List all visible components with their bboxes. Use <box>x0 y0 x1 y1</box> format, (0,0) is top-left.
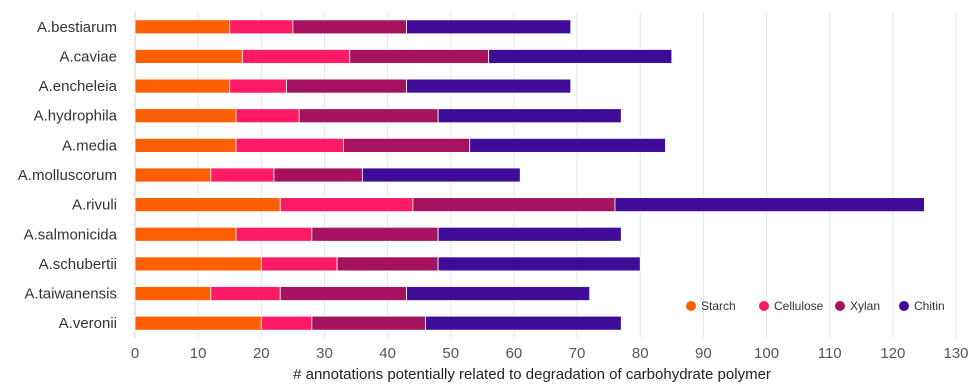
legend-item-cellulose[interactable]: Cellulose <box>759 299 824 313</box>
category-label: A.schubertii <box>39 256 117 273</box>
legend-item-chitin[interactable]: Chitin <box>899 299 945 313</box>
bar-segment-starch[interactable] <box>134 167 212 183</box>
bar-segment-cellulose[interactable] <box>260 315 313 331</box>
category-label: A.hydrophila <box>34 108 118 125</box>
bar-segment-starch[interactable] <box>134 197 281 213</box>
bar-segment-chitin[interactable] <box>437 226 622 242</box>
bar-segment-cellulose[interactable] <box>241 49 351 64</box>
bar-segment-xylan[interactable] <box>286 78 407 94</box>
bar-segment-starch[interactable] <box>134 49 243 64</box>
legend-marker <box>686 301 696 311</box>
category-label: A.taiwanensis <box>24 286 117 303</box>
bar-segment-xylan[interactable] <box>336 256 439 272</box>
bar-segment-starch[interactable] <box>134 78 231 94</box>
bar-segment-starch[interactable] <box>134 286 212 301</box>
category-label: A.molluscorum <box>18 167 117 184</box>
bar-segment-starch[interactable] <box>134 256 262 272</box>
x-tick-label: 50 <box>442 345 459 362</box>
bar-segment-xylan[interactable] <box>311 226 439 242</box>
bar-segment-xylan[interactable] <box>349 49 490 64</box>
legend-marker <box>899 301 909 311</box>
bar-segment-xylan[interactable] <box>311 315 426 331</box>
x-tick-label: 70 <box>569 345 586 362</box>
bar-segment-cellulose[interactable] <box>235 226 313 242</box>
category-label: A.caviae <box>59 48 117 65</box>
x-tick-label: 10 <box>190 345 207 362</box>
bar-segment-chitin[interactable] <box>614 197 925 213</box>
x-tick-label: 110 <box>818 345 842 362</box>
x-tick-label: 30 <box>316 345 333 362</box>
category-label: A.media <box>62 137 118 154</box>
bar-segment-xylan[interactable] <box>412 197 616 213</box>
bar-segment-cellulose[interactable] <box>229 78 287 94</box>
x-tick-label: 100 <box>754 345 779 362</box>
bar-segment-chitin[interactable] <box>488 49 673 64</box>
bar-segment-cellulose[interactable] <box>235 137 344 153</box>
x-tick-label: 130 <box>943 345 968 362</box>
bar-segment-chitin[interactable] <box>406 286 591 301</box>
bar-segment-starch[interactable] <box>134 108 237 124</box>
legend-marker <box>835 301 845 311</box>
bar-segment-chitin[interactable] <box>469 137 666 153</box>
x-tick-label: 40 <box>379 345 396 362</box>
legend-label: Starch <box>701 299 736 313</box>
bar-segment-xylan[interactable] <box>273 167 363 183</box>
x-axis-title: # annotations potentially related to deg… <box>293 366 771 383</box>
category-labels: A.bestiarum A.caviae A.encheleia A.hydrophi… <box>18 19 118 332</box>
bar-segment-cellulose[interactable] <box>229 19 294 35</box>
bar-segment-chitin[interactable] <box>361 167 521 183</box>
bar-segment-chitin[interactable] <box>437 108 622 124</box>
bar-segment-xylan[interactable] <box>343 137 471 153</box>
category-label: A.encheleia <box>39 78 118 95</box>
bar-segment-starch[interactable] <box>134 19 231 35</box>
bar-segment-cellulose[interactable] <box>210 286 281 301</box>
category-label: A.salmonicida <box>24 226 118 243</box>
bar-segment-cellulose[interactable] <box>235 108 300 124</box>
legend-marker <box>759 301 769 311</box>
legend-label: Cellulose <box>774 299 824 313</box>
legend: Starch Cellulose Xylan Chitin <box>686 299 945 313</box>
x-tick-labels: 0 10 20 30 40 50 60 70 80 90 100 110 120 130 <box>131 345 969 362</box>
x-tick-label: 90 <box>695 345 712 362</box>
bar-segment-xylan[interactable] <box>279 286 407 301</box>
bar-segment-xylan[interactable] <box>298 108 439 124</box>
x-tick-label: 20 <box>253 345 270 362</box>
bar-segment-starch[interactable] <box>134 315 262 331</box>
legend-item-starch[interactable]: Starch <box>686 299 736 313</box>
bar-segment-cellulose[interactable] <box>279 197 414 213</box>
x-tick-label: 120 <box>880 345 905 362</box>
bar-layer <box>134 19 925 331</box>
bar-segment-starch[interactable] <box>134 137 237 153</box>
x-tick-label: 60 <box>506 345 523 362</box>
bar-segment-chitin[interactable] <box>437 256 641 272</box>
bar-segment-xylan[interactable] <box>292 19 407 35</box>
legend-label: Xylan <box>850 299 880 313</box>
x-tick-label: 0 <box>131 345 139 362</box>
x-tick-label: 80 <box>632 345 649 362</box>
category-label: A.veronii <box>59 315 117 332</box>
bar-segment-chitin[interactable] <box>406 19 572 35</box>
bar-segment-cellulose[interactable] <box>210 167 275 183</box>
bar-segment-cellulose[interactable] <box>260 256 338 272</box>
bar-segment-chitin[interactable] <box>425 315 622 331</box>
category-label: A.bestiarum <box>37 19 117 36</box>
bar-segment-starch[interactable] <box>134 226 237 242</box>
legend-label: Chitin <box>914 299 945 313</box>
legend-item-xylan[interactable]: Xylan <box>835 299 880 313</box>
bar-segment-chitin[interactable] <box>406 78 572 94</box>
category-label: A.rivuli <box>72 197 117 214</box>
